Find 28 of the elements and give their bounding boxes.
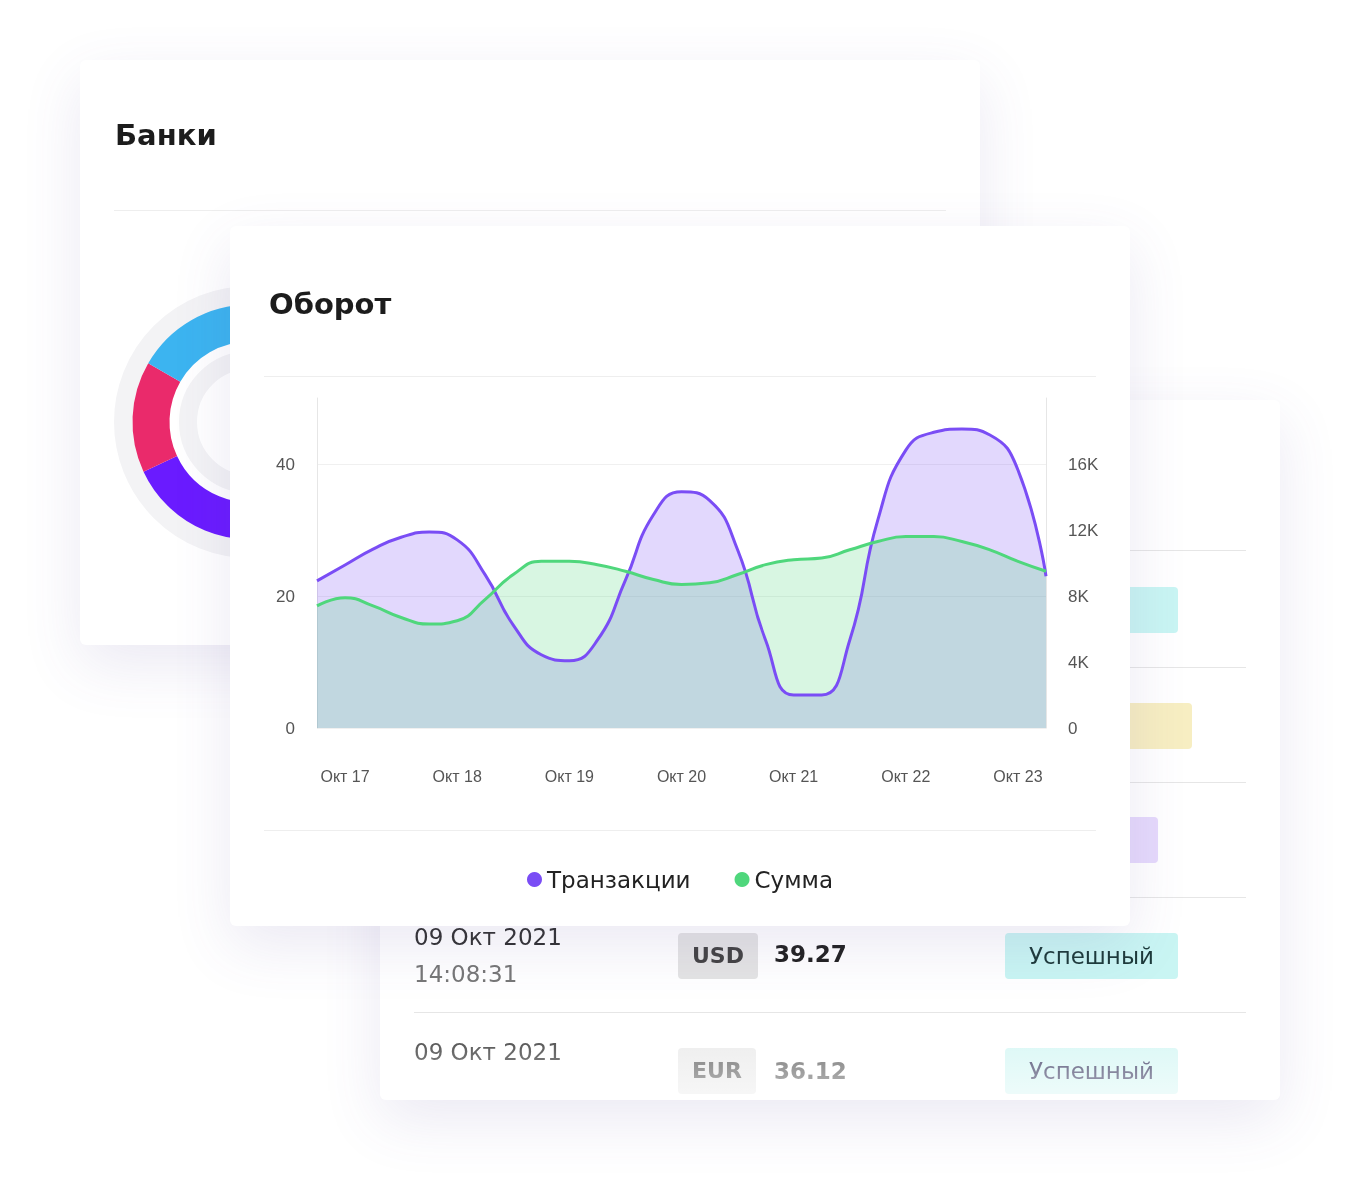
y2-tick-label: 16K	[1068, 454, 1099, 474]
text: 36.12	[774, 1058, 847, 1084]
y-tick-label: 40	[276, 454, 295, 474]
x-tick-label: Окт 23	[993, 767, 1043, 785]
x-tick-label: Окт 21	[769, 767, 819, 785]
chart-title: Оборот	[269, 286, 392, 321]
text: 39.27	[774, 941, 847, 967]
y-tick-label: 20	[276, 586, 295, 606]
text: 09 Окт 2021	[414, 924, 562, 950]
y2-tick-label: 12K	[1068, 520, 1099, 540]
x-tick-label: Окт 19	[544, 767, 595, 785]
legend-label: Транзакции	[545, 866, 691, 893]
text: Успешный	[1005, 1048, 1178, 1094]
text: Банки	[115, 118, 217, 152]
text: 09 Окт 2021	[414, 1039, 562, 1065]
x-tick-label: Окт 22	[881, 767, 931, 785]
y2-tick-label: 4K	[1068, 652, 1090, 672]
x-tick-label: Окт 18	[432, 767, 482, 785]
text: EUR	[678, 1048, 756, 1094]
x-tick-label: Окт 20	[656, 767, 707, 785]
y2-tick-label: 8K	[1068, 586, 1090, 606]
text: USD	[678, 933, 758, 979]
text: 14:08:31	[414, 961, 518, 987]
y2-tick-label: 0	[1068, 718, 1078, 738]
text: Успешный	[1005, 933, 1178, 979]
x-tick-label: Окт 17	[320, 767, 370, 785]
y-tick-label: 0	[285, 718, 295, 738]
legend-label: Сумма	[754, 866, 834, 893]
